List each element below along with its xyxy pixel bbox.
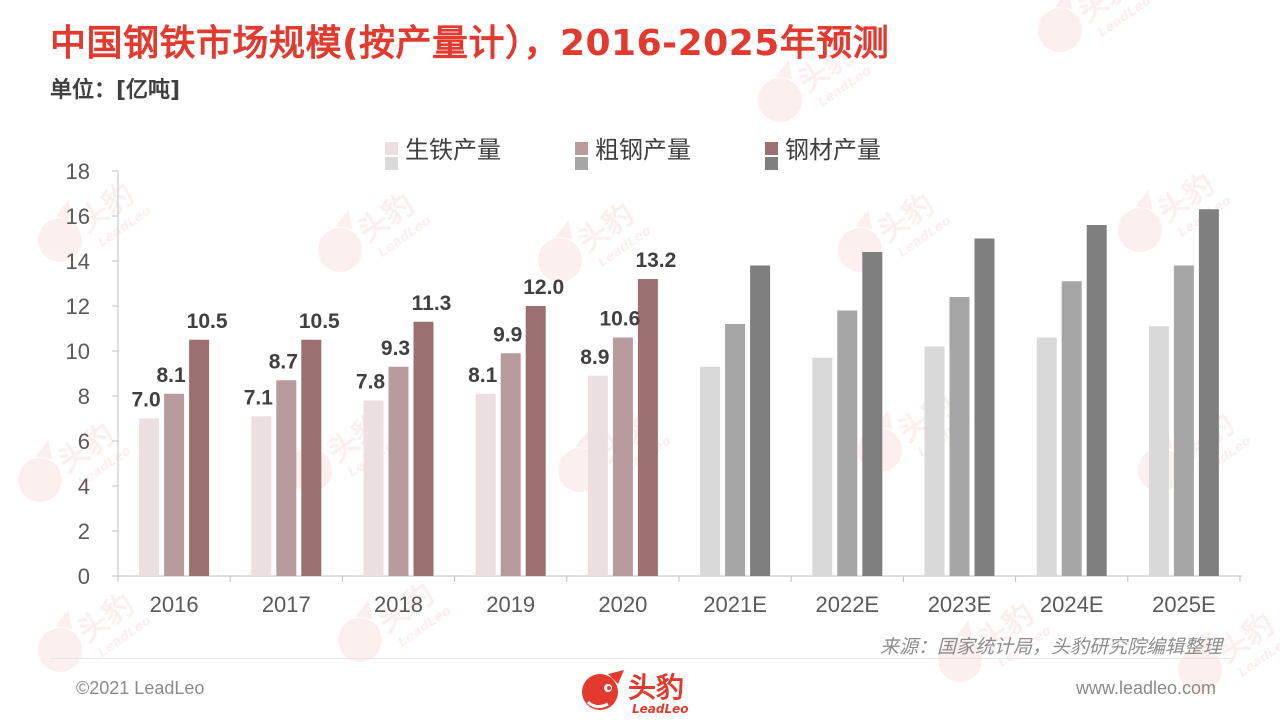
x-tick-label: 2017 [262,592,311,617]
copyright-text: ©2021 LeadLeo [76,678,205,698]
y-tick-label: 14 [66,249,90,274]
y-tick-label: 6 [78,429,90,454]
page-title: 中国钢铁市场规模(按产量计），2016-2025年预测 [50,23,890,64]
x-tick-label: 2021E [703,592,767,617]
data-label: 7.0 [131,389,160,412]
data-label: 8.1 [156,364,186,387]
x-tick-label: 2018 [374,592,423,617]
bar [363,400,384,576]
bar [388,366,409,576]
x-tick-label: 2025E [1152,592,1216,617]
data-label: 9.3 [381,337,410,360]
data-label: 8.9 [580,346,609,369]
bar [862,252,883,576]
bar [1198,209,1219,576]
legend-swatch-historical [765,142,778,155]
bar [949,297,970,576]
x-tick-label: 2024E [1040,592,1104,617]
y-tick-label: 0 [78,564,90,589]
bar [837,310,858,576]
y-axis: 0 2 4 6 8 10 12 14 16 18 [66,159,119,589]
bar [251,416,272,576]
footer-divider [50,658,1230,659]
legend-item: 粗钢产量 [575,136,691,170]
bar [1061,281,1082,576]
bar [1036,337,1057,576]
y-tick-label: 18 [66,159,90,184]
y-tick-label: 16 [66,204,90,229]
bar [500,353,521,576]
x-tick-label: 2022E [815,592,879,617]
chart-legend: 生铁产量 粗钢产量 钢材产量 [385,136,881,170]
data-label: 10.6 [599,308,640,331]
logo-text-cn: 头豹 [628,671,685,704]
y-tick-label: 10 [66,339,90,364]
x-tick-label: 2020 [598,592,647,617]
legend-item: 钢材产量 [765,136,881,170]
logo-text-en: LeadLeo [632,702,689,716]
y-tick-label: 2 [78,519,90,544]
bar [924,346,945,576]
bars [139,209,1219,576]
bar [974,238,995,576]
data-label: 7.1 [244,386,274,409]
y-tick-label: 12 [66,294,90,319]
legend-label: 生铁产量 [405,136,501,164]
legend-swatch-historical [575,142,588,155]
bar [637,279,658,576]
bar [1173,265,1194,576]
unit-label: 单位：[亿吨] [50,78,181,103]
bar [164,393,185,576]
y-tick-label: 8 [78,384,90,409]
bar [139,418,160,576]
bar [750,265,771,576]
bar [1148,326,1169,576]
bar [525,306,546,576]
data-label: 7.8 [356,371,386,394]
bar [700,366,721,576]
data-label: 10.5 [187,310,228,333]
leadleo-logo: 头豹 LeadLeo [578,664,708,720]
bar [475,393,496,576]
bar [413,321,434,576]
bar [189,339,210,576]
data-label: 9.9 [493,323,522,346]
legend-label: 粗钢产量 [595,136,691,164]
bar [301,339,322,576]
data-labels: 7.0 7.1 7.8 8.1 8.9 8.1 8.7 9.3 9.9 10.6 10.5 10.5 1… [131,249,676,412]
legend-label: 钢材产量 [785,136,881,164]
bar [276,380,297,576]
legend-swatch-forecast [765,157,778,170]
legend-swatch-forecast [385,157,398,170]
x-tick-label: 2016 [150,592,199,617]
leopard-head-icon [582,670,624,710]
bar [612,337,633,576]
data-label: 10.5 [299,310,340,333]
y-tick-label: 4 [78,474,90,499]
legend-swatch-historical [385,142,398,155]
data-label: 8.1 [468,364,498,387]
bar [725,324,746,576]
data-label: 8.7 [269,350,298,373]
source-note: 来源：国家统计局，头豹研究院编辑整理 [879,636,1222,658]
x-tick-label: 2023E [928,592,992,617]
legend-item: 生铁产量 [385,136,501,170]
x-tick-label: 2019 [486,592,535,617]
bar [812,357,833,576]
data-label: 13.2 [635,249,676,272]
data-label: 12.0 [523,276,564,299]
data-label: 11.3 [412,292,452,315]
legend-swatch-forecast [575,157,588,170]
bar [587,375,608,576]
bar [1086,225,1107,576]
website-link: www.leadleo.com [1075,678,1216,698]
x-axis: 2016 2017 2018 2019 2020 2021E 2022E 2023E 2024E… [117,575,1242,617]
